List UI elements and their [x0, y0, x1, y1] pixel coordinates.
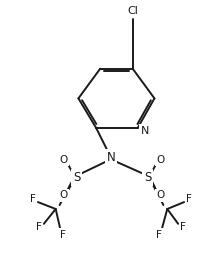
- Text: O: O: [156, 155, 165, 165]
- Text: Cl: Cl: [127, 6, 138, 17]
- Text: S: S: [73, 171, 80, 184]
- Text: F: F: [186, 194, 192, 204]
- Text: F: F: [157, 230, 162, 240]
- Text: O: O: [156, 190, 165, 200]
- Text: N: N: [107, 151, 115, 164]
- Text: S: S: [144, 171, 151, 184]
- Text: F: F: [60, 230, 65, 240]
- Text: N: N: [140, 126, 149, 136]
- Text: F: F: [36, 222, 42, 232]
- Text: O: O: [59, 155, 68, 165]
- Text: O: O: [59, 190, 68, 200]
- Text: F: F: [30, 194, 36, 204]
- Text: F: F: [180, 222, 186, 232]
